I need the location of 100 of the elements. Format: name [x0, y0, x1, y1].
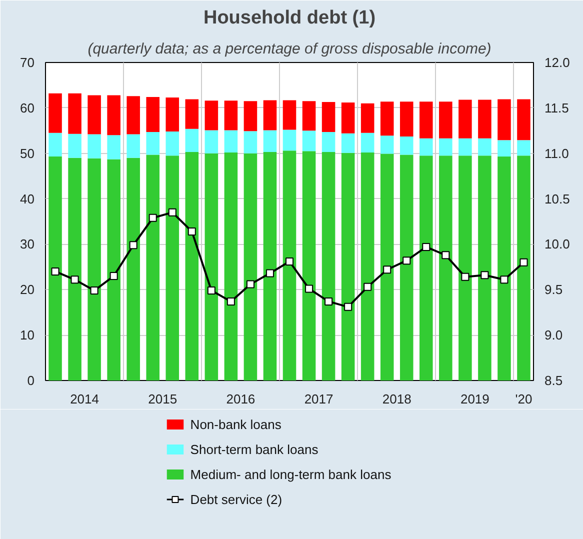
y2-tick-label: 11.5 — [544, 100, 569, 116]
bar — [166, 97, 180, 132]
bar — [68, 93, 82, 134]
point — [168, 208, 176, 216]
bar — [244, 153, 258, 380]
y-tick-label: 0 — [27, 373, 35, 388]
bar — [282, 150, 296, 380]
bar — [68, 158, 82, 380]
bar — [380, 154, 394, 380]
bar — [458, 100, 472, 138]
legend-label: Debt service (2) — [190, 492, 282, 507]
bar — [380, 136, 394, 154]
bar — [244, 131, 258, 154]
x-tick-label: 2018 — [382, 392, 412, 406]
bar — [185, 99, 199, 129]
point — [188, 227, 196, 236]
bar — [517, 99, 530, 140]
y-tick-label: 70 — [20, 55, 35, 70]
y-tick-label: 20 — [20, 282, 35, 298]
y2-tick-label: 9.0 — [544, 328, 563, 343]
x-tick-label: 2017 — [304, 392, 334, 406]
y-tick-label: 40 — [20, 191, 35, 206]
bar — [185, 152, 199, 380]
point — [383, 266, 392, 274]
legend-label: Non-bank loans — [190, 417, 282, 432]
bar — [458, 138, 472, 156]
point — [286, 257, 294, 266]
bar — [48, 132, 62, 157]
bar — [126, 96, 140, 134]
point — [402, 256, 411, 265]
y2-tick-label: 10.5 — [544, 191, 570, 206]
bar — [341, 152, 355, 380]
bar — [360, 103, 374, 133]
bar — [322, 152, 336, 380]
bar — [478, 156, 492, 380]
point — [129, 241, 138, 250]
y-tick-label: 50 — [20, 146, 35, 161]
x-tick-label: 2014 — [70, 392, 99, 406]
bar — [498, 140, 511, 157]
bar — [517, 140, 530, 156]
bar — [498, 99, 511, 140]
point — [305, 284, 314, 293]
point — [480, 271, 489, 280]
point — [207, 286, 216, 295]
bar — [263, 152, 277, 380]
bar — [282, 130, 296, 151]
point — [266, 269, 274, 278]
bar — [88, 134, 101, 158]
point — [246, 280, 254, 288]
bar — [420, 138, 433, 156]
bar — [146, 97, 160, 132]
bar — [185, 128, 199, 152]
bar — [360, 152, 374, 380]
bar — [439, 138, 452, 156]
bar — [68, 134, 82, 158]
bar — [478, 100, 492, 138]
bar — [48, 93, 62, 133]
bar — [88, 158, 101, 380]
chart-title: Household debt (1) — [203, 8, 376, 28]
bar — [126, 134, 140, 158]
bar — [400, 154, 414, 380]
bar — [126, 158, 140, 380]
bar — [439, 102, 452, 138]
y2-tick-label: 10.0 — [544, 236, 570, 252]
bar — [146, 154, 160, 380]
legend-label: Medium- and long-term bank loans — [190, 467, 392, 482]
bar — [204, 153, 218, 380]
chart-subtitle: (quarterly data; as a percentage of gross disposable income) — [88, 40, 492, 58]
legend-label: Short-term bank loans — [190, 442, 319, 457]
point — [70, 276, 79, 284]
bar — [498, 156, 511, 380]
point — [344, 302, 352, 311]
point — [461, 272, 470, 281]
y2-tick-label: 11.0 — [544, 146, 569, 161]
bar — [107, 95, 120, 136]
bar — [244, 101, 258, 132]
y2-tick-label: 12.0 — [544, 55, 570, 70]
point — [422, 242, 430, 251]
bar — [341, 102, 355, 134]
point — [51, 267, 60, 276]
bar — [360, 132, 374, 152]
bar — [517, 156, 530, 380]
bar — [88, 95, 101, 134]
bar — [322, 132, 336, 152]
point — [500, 276, 508, 284]
bar — [302, 130, 316, 152]
point — [324, 297, 333, 306]
bar — [166, 156, 180, 380]
bar — [400, 102, 414, 137]
bar — [420, 156, 433, 380]
x-tick-label: 2019 — [460, 392, 490, 406]
y-tick-label: 60 — [20, 100, 35, 116]
bar — [439, 156, 452, 380]
bar — [263, 100, 277, 130]
bar — [146, 132, 160, 155]
bar — [322, 102, 336, 132]
bar — [302, 151, 316, 380]
bar — [204, 130, 218, 154]
x-tick-label: 2016 — [226, 392, 256, 406]
y-tick-label: 10 — [20, 328, 35, 343]
